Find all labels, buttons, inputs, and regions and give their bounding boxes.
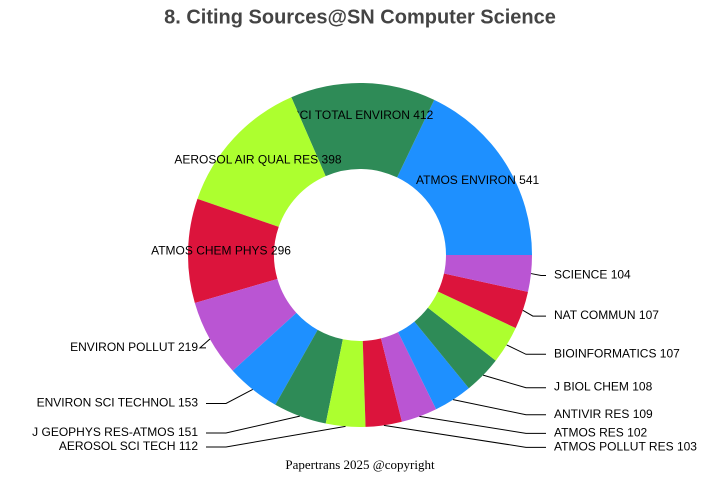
label-value: 296 bbox=[271, 244, 291, 258]
label-value: 151 bbox=[178, 425, 198, 439]
label-value: 108 bbox=[632, 380, 652, 394]
donut-slice bbox=[232, 312, 318, 405]
slice-label: ENVIRON SCI TECHNOL 153 bbox=[37, 396, 199, 410]
label-category: ANTIVIR RES bbox=[554, 407, 629, 421]
leader-line bbox=[506, 344, 546, 355]
label-category: J BIOL CHEM bbox=[554, 380, 629, 394]
leader-line bbox=[452, 399, 546, 416]
donut-slice bbox=[398, 321, 469, 410]
label-category: AEROSOL SCI TECH bbox=[59, 439, 176, 453]
leader-line bbox=[530, 273, 546, 277]
slice-label: J BIOL CHEM 108 bbox=[554, 380, 653, 394]
slice-label: AEROSOL SCI TECH 112 bbox=[59, 439, 199, 453]
donut-slice bbox=[197, 97, 326, 227]
slice-label: ENVIRON POLLUT 219 bbox=[70, 340, 198, 354]
label-category: BIOINFORMATICS bbox=[554, 346, 656, 360]
label-category: NAT COMMUN bbox=[554, 308, 636, 322]
donut-slice bbox=[437, 273, 528, 329]
slice-label: ATMOS POLLUT RES 103 bbox=[554, 439, 697, 453]
label-value: 412 bbox=[413, 108, 433, 122]
chart-title: 8. Citing Sources@SN Computer Science bbox=[164, 6, 556, 28]
label-category: ATMOS POLLUT RES bbox=[554, 439, 674, 453]
donut-slice bbox=[414, 307, 496, 389]
label-category: J GEOPHYS RES-ATMOS bbox=[32, 425, 174, 439]
label-value: 104 bbox=[611, 268, 631, 282]
leader-line bbox=[206, 415, 300, 434]
leader-line bbox=[522, 309, 546, 317]
label-value: 398 bbox=[322, 153, 342, 167]
leader-line bbox=[383, 424, 546, 448]
slice-label: BIOINFORMATICS 107 bbox=[554, 346, 680, 360]
donut-slice bbox=[427, 291, 516, 361]
donut-slice bbox=[188, 198, 279, 303]
label-value: 219 bbox=[178, 340, 198, 354]
label-value: 109 bbox=[633, 407, 653, 421]
label-value: 112 bbox=[179, 439, 198, 453]
donut-slice bbox=[291, 83, 435, 178]
donut-slice bbox=[362, 338, 402, 427]
leader-line bbox=[206, 388, 253, 404]
label-category: ATMOS CHEM PHYS bbox=[151, 244, 267, 258]
donut-slice bbox=[325, 339, 366, 427]
slice-label: NAT COMMUN 107 bbox=[554, 308, 659, 322]
label-value: 541 bbox=[519, 173, 539, 187]
slice-label: ATMOS RES 102 bbox=[554, 425, 647, 439]
slice-label: J GEOPHYS RES-ATMOS 151 bbox=[32, 425, 198, 439]
leader-line bbox=[482, 374, 546, 389]
label-value: 103 bbox=[677, 439, 697, 453]
label-category: SCI TOTAL ENVIRON bbox=[292, 108, 410, 122]
label-category: ATMOS ENVIRON bbox=[416, 173, 516, 187]
donut-slice bbox=[397, 99, 532, 255]
label-category: ENVIRON POLLUT bbox=[70, 340, 175, 354]
leader-line bbox=[206, 425, 346, 448]
slice-label: ATMOS ENVIRON 541 bbox=[416, 173, 539, 187]
footer: Papertrans 2025 @copyright bbox=[285, 457, 435, 472]
donut-slice bbox=[194, 278, 297, 371]
slice-label: ATMOS CHEM PHYS 296 bbox=[151, 244, 291, 258]
slice-label: AEROSOL AIR QUAL RES 398 bbox=[174, 153, 342, 167]
label-value: 153 bbox=[178, 396, 198, 410]
label-category: ATMOS RES bbox=[554, 425, 624, 439]
label-value: 102 bbox=[627, 425, 647, 439]
slice-label: SCI TOTAL ENVIRON 412 bbox=[292, 108, 434, 122]
label-value: 107 bbox=[639, 308, 659, 322]
label-category: ENVIRON SCI TECHNOL bbox=[37, 396, 176, 410]
leader-line bbox=[419, 415, 546, 434]
donut-slice bbox=[275, 329, 343, 424]
donut-slice bbox=[443, 255, 532, 292]
label-value: 107 bbox=[660, 346, 680, 360]
leader-line bbox=[198, 338, 211, 349]
label-category: SCIENCE bbox=[554, 268, 607, 282]
slice-label: ANTIVIR RES 109 bbox=[554, 407, 653, 421]
donut-slice bbox=[380, 332, 437, 422]
slice-label: SCIENCE 104 bbox=[554, 268, 631, 282]
label-category: AEROSOL AIR QUAL RES bbox=[174, 153, 318, 167]
